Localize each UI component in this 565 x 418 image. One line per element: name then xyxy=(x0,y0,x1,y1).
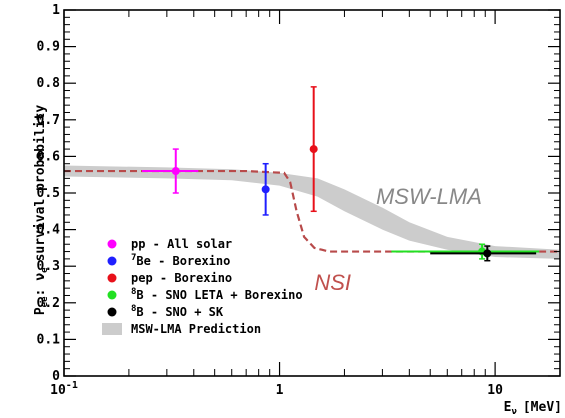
legend-marker-4 xyxy=(107,307,117,317)
legend-marker-1 xyxy=(107,256,117,266)
legend-sup: 8 xyxy=(131,304,136,314)
x-tick-label: 1 xyxy=(276,383,284,398)
y-tick-label: 0.9 xyxy=(37,40,60,55)
x-tick-label: 10 xyxy=(487,383,503,398)
marker xyxy=(261,185,270,194)
legend-marker-2 xyxy=(107,273,117,283)
msw-band-layer xyxy=(64,165,560,259)
data-point-0 xyxy=(141,148,199,194)
legend-text-rest: B - SNO LETA + Borexino xyxy=(136,288,302,302)
y-tick-label: 0.5 xyxy=(37,186,60,201)
legend-sup: 7 xyxy=(131,253,136,263)
y-label-main: P xyxy=(33,307,48,315)
msw-lma-band xyxy=(64,165,560,259)
y-tick-label: 1 xyxy=(52,3,60,18)
data-points-layer xyxy=(141,86,540,262)
legend-label-3: 8B - SNO LETA + Borexino xyxy=(131,287,303,302)
data-point-4 xyxy=(430,245,537,262)
x-axis-label: Eν [MeV] xyxy=(504,400,562,417)
x-label-main: E xyxy=(504,400,512,415)
y-label-nu: ν xyxy=(33,273,48,281)
x-tick-label: 10-1 xyxy=(50,380,78,398)
y-tick-label: 0.4 xyxy=(37,223,61,238)
y-tick-label: 0.7 xyxy=(37,113,60,128)
legend-band-swatch xyxy=(102,323,122,335)
y-tick-label: 0.3 xyxy=(37,259,60,274)
annotation-nsi: NSI xyxy=(314,270,351,295)
legend-marker-0 xyxy=(107,239,117,249)
y-axis-label: Pee: νe survival probability xyxy=(33,105,50,315)
legend-text-rest: Be - Borexino xyxy=(136,254,230,268)
y-label-nu-sub: e xyxy=(40,267,50,273)
legend-text-rest: B - SNO + SK xyxy=(136,305,223,319)
data-point-2 xyxy=(309,86,318,213)
y-tick-label: 0.2 xyxy=(37,296,60,311)
x-label-unit: [MeV] xyxy=(523,400,562,415)
legend-band-label: MSW-LMA Prediction xyxy=(131,322,261,336)
marker xyxy=(171,167,180,176)
x-tick-exp: -1 xyxy=(66,380,78,391)
annotation-msw-lma: MSW-LMA xyxy=(376,184,482,209)
y-label-sub: ee xyxy=(40,296,50,307)
marker xyxy=(309,145,318,154)
y-tick-label: 0.8 xyxy=(37,76,61,91)
legend-label-0: pp - All solar xyxy=(131,237,232,251)
legend: pp - All solar 7Be - Borexino pep - Borexi… xyxy=(102,237,303,336)
y-label-rest: survival probability xyxy=(33,105,48,262)
y-label-tail: : xyxy=(33,289,48,297)
annotations-layer: MSW-LMA NSI xyxy=(314,184,482,295)
x-tick-base: 10 xyxy=(50,383,66,398)
y-tick-label: 0.1 xyxy=(37,332,61,347)
legend-label-1: 7Be - Borexino xyxy=(131,253,230,268)
legend-label-4: 8B - SNO + SK xyxy=(131,304,224,319)
legend-marker-3 xyxy=(107,290,117,300)
data-point-1 xyxy=(261,162,270,216)
y-tick-label: 0 xyxy=(52,369,60,384)
x-label-sub: ν xyxy=(511,407,517,417)
legend-label-2: pep - Borexino xyxy=(131,271,232,285)
y-tick-label: 0.6 xyxy=(37,149,61,164)
legend-sup: 8 xyxy=(131,287,136,297)
marker xyxy=(483,249,492,258)
